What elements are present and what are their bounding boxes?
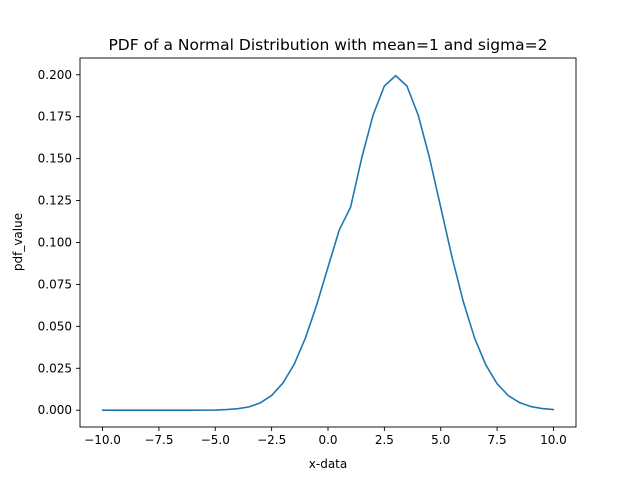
y-tick-label: 0.075: [38, 277, 72, 291]
y-axis-label: pdf_value: [11, 213, 25, 271]
series-line-0: [101, 74, 555, 412]
y-tick-label: 0.125: [38, 194, 72, 208]
x-axis-label: x-data: [309, 457, 347, 471]
x-tick-label: 2.5: [375, 433, 394, 447]
y-tick-label: 0.050: [38, 319, 72, 333]
x-tick-label: 10.0: [540, 433, 567, 447]
x-tick-label: −5.0: [201, 433, 230, 447]
y-tick-label: 0.025: [38, 361, 72, 375]
chart-title: PDF of a Normal Distribution with mean=1…: [108, 36, 547, 54]
x-tick-label: −7.5: [144, 433, 173, 447]
y-tick-label: 0.200: [38, 68, 72, 82]
y-tick-label: 0.175: [38, 110, 72, 124]
x-tick-label: 7.5: [488, 433, 507, 447]
y-tick-label: 0.100: [38, 236, 72, 250]
axes-frame: [79, 57, 577, 428]
x-tick-label: −2.5: [257, 433, 286, 447]
x-tick-label: −10.0: [84, 433, 121, 447]
x-tick-label: 5.0: [431, 433, 450, 447]
x-tick-label: 0.0: [318, 433, 337, 447]
y-tick-label: 0.150: [38, 152, 72, 166]
y-tick-label: 0.000: [38, 403, 72, 417]
plot-area: −10.0 −7.5 −5.0 −2.5 0.0 2.5 5.0 7.5 10.0 0.000 0.…: [38, 57, 577, 447]
